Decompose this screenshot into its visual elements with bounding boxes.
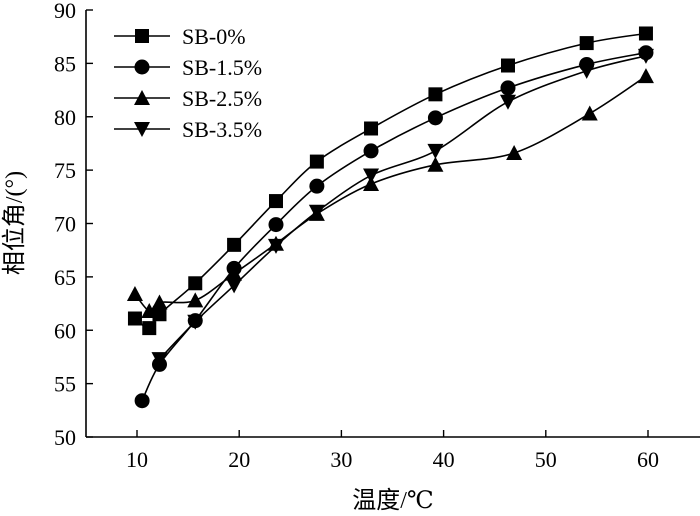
legend-label: SB-0%: [182, 24, 246, 49]
y-tick-label: 90: [54, 0, 76, 23]
legend-item: SB-3.5%: [114, 117, 262, 142]
x-tick-label: 60: [637, 447, 659, 472]
data-point: [187, 292, 204, 308]
legend-marker: [134, 90, 150, 105]
data-point: [427, 110, 443, 126]
legend-item: SB-2.5%: [114, 86, 262, 111]
legend-label: SB-1.5%: [182, 55, 262, 80]
data-point: [500, 80, 516, 96]
y-axis-ticks: 50 55 60 65 70 75 80 85 90: [54, 0, 93, 450]
legend-item: SB-0%: [114, 24, 246, 49]
data-point: [309, 178, 325, 194]
data-point: [151, 352, 168, 368]
data-point: [141, 303, 158, 319]
data-point: [127, 311, 142, 326]
y-tick-label: 60: [54, 318, 76, 343]
data-point: [363, 143, 379, 159]
y-tick-label: 80: [54, 105, 76, 130]
data-point: [188, 276, 203, 291]
data-point: [267, 238, 284, 254]
legend-marker: [134, 59, 150, 75]
data-point: [142, 321, 157, 336]
series-line: [134, 75, 647, 312]
data-point: [363, 176, 380, 192]
series-layer: [126, 26, 654, 409]
data-point: [638, 26, 653, 41]
data-point: [499, 94, 516, 110]
series-line: [158, 55, 647, 360]
x-tick-label: 30: [330, 447, 352, 472]
y-tick-label: 75: [54, 158, 76, 183]
data-point: [579, 36, 594, 51]
data-point: [428, 87, 443, 102]
legend-label: SB-2.5%: [182, 86, 262, 111]
data-point: [578, 63, 595, 79]
data-point: [427, 143, 444, 159]
y-tick-label: 70: [54, 212, 76, 237]
data-point: [268, 194, 283, 209]
data-point: [134, 393, 150, 409]
y-tick-label: 65: [54, 265, 76, 290]
data-point: [427, 156, 444, 172]
data-point: [226, 278, 243, 294]
series-sb-3-5-: [151, 48, 654, 368]
legend-marker: [134, 122, 150, 137]
x-tick-label: 50: [535, 447, 557, 472]
legend-item: SB-1.5%: [114, 55, 262, 80]
x-tick-label: 40: [433, 447, 455, 472]
data-point: [364, 121, 379, 136]
y-tick-label: 50: [54, 425, 76, 450]
legend-label: SB-3.5%: [182, 117, 262, 142]
data-point: [187, 314, 204, 330]
data-point: [637, 68, 654, 84]
plot-area: 10 20 30 40 50 60 50 55 60 65 70 75 80 85 90: [54, 0, 700, 472]
data-point: [637, 48, 654, 64]
x-axis-title: 温度/℃: [352, 487, 434, 514]
data-point: [308, 204, 325, 220]
x-tick-label: 20: [228, 447, 250, 472]
y-axis-title: 相位角/(°): [1, 171, 28, 275]
data-point: [506, 145, 523, 161]
legend-marker: [135, 29, 149, 43]
x-tick-label: 10: [126, 447, 148, 472]
data-point: [126, 285, 143, 301]
y-tick-label: 55: [54, 372, 76, 397]
data-point: [363, 168, 380, 184]
data-point: [309, 154, 324, 169]
data-point: [226, 265, 243, 281]
series-sb-0-: [127, 26, 653, 336]
data-point: [227, 237, 242, 252]
y-tick-label: 85: [54, 51, 76, 76]
data-point: [268, 217, 284, 233]
data-point: [581, 105, 598, 121]
data-point: [500, 58, 515, 73]
data-point: [151, 294, 168, 310]
x-axis-ticks: 10 20 30 40 50 60: [126, 430, 659, 472]
legend: SB-0% SB-1.5% SB-2.5% SB-3.5%: [114, 24, 262, 142]
